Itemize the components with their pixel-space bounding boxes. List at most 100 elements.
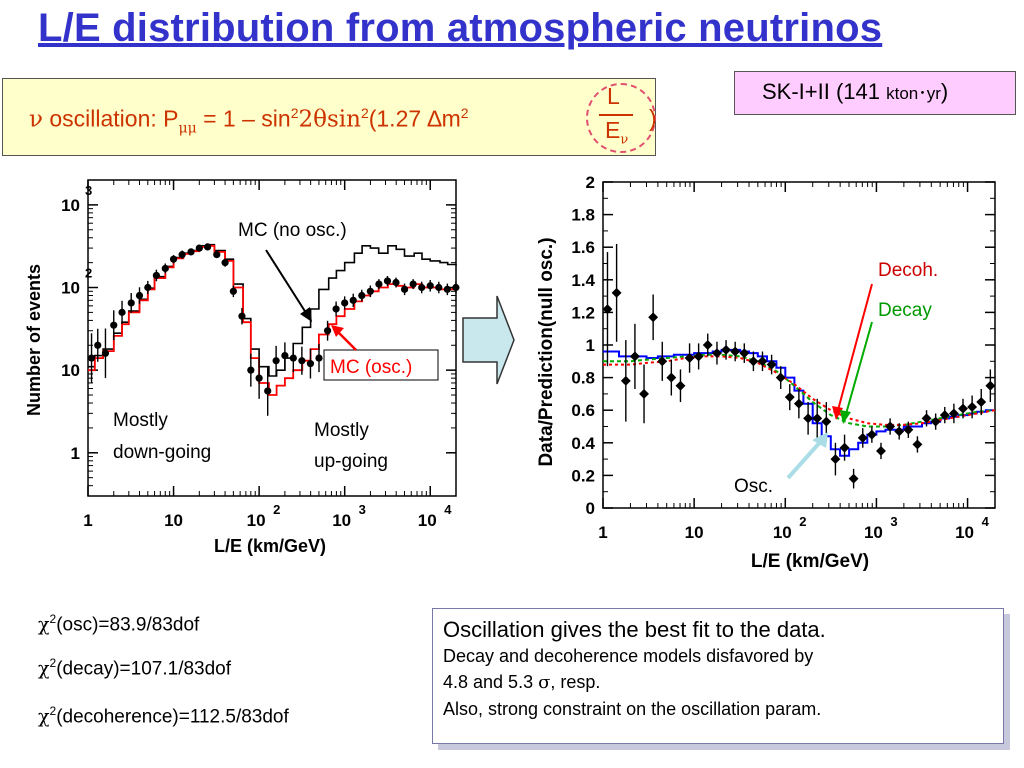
chi2-decoherence: χ2(decoherence)=112.5/83dof (38, 704, 289, 728)
annotation-mc-osc: MC (osc.) (330, 357, 412, 378)
x-tick-label: 10 (864, 523, 883, 542)
y-tick-label: 0.8 (571, 369, 595, 388)
chi-symbol: χ (38, 657, 50, 680)
data-point (657, 356, 668, 367)
chi-symbol: χ (38, 613, 50, 636)
nu-symbol: ν (29, 106, 43, 133)
data-point (921, 413, 932, 424)
data-point (238, 312, 246, 320)
x-tick-exponent: 4 (444, 502, 452, 517)
fraction-den-e: E (605, 117, 621, 143)
formula-sub-mumu: μμ (178, 120, 197, 137)
data-point (135, 291, 144, 300)
data-point (392, 278, 400, 287)
dataset-label-box: SK-I+II (141 kton･yr) (734, 71, 1016, 115)
data-point (127, 299, 135, 307)
data-point (375, 280, 383, 288)
conclusion-text: 4.8 and 5.3 (443, 672, 539, 692)
y-tick-label: 0 (586, 499, 595, 518)
formula-sup: 2 (290, 105, 299, 121)
data-point (803, 413, 814, 424)
x-tick-label: 10 (418, 511, 437, 530)
osc-arrowhead (812, 432, 828, 448)
annotation-mc-osc-box (323, 349, 439, 381)
conclusion-line: 4.8 and 5.3 σ, resp. (443, 669, 993, 696)
annotation-mostly-up: Mostly (314, 420, 369, 441)
data-point (204, 243, 212, 251)
decoherence-fit-line (603, 355, 996, 426)
data-point (298, 357, 306, 365)
data-point (712, 348, 722, 359)
sigma-symbol: σ (538, 672, 551, 693)
annotation-down-going: down-going (113, 442, 211, 463)
data-point (702, 340, 713, 350)
data-point (281, 352, 289, 360)
x-tick-exponent: 4 (982, 514, 990, 529)
data-point (289, 354, 297, 362)
data-point (169, 255, 178, 263)
osc-arrow-line (786, 438, 824, 480)
data-point (757, 356, 768, 367)
fraction-bar (599, 114, 633, 116)
data-point (366, 287, 374, 295)
data-point (839, 442, 850, 453)
data-point (272, 357, 280, 365)
data-point (693, 351, 704, 362)
data-point (247, 366, 255, 374)
data-point (912, 439, 923, 450)
chi2-decay: χ2(decay)=107.1/83dof (38, 656, 231, 680)
data-point (94, 341, 102, 349)
data-point (332, 305, 340, 313)
data-point (739, 348, 750, 359)
data-point (161, 264, 169, 273)
x-tick-label: 10 (332, 511, 351, 530)
x-tick-label: 10 (955, 523, 974, 542)
chi2-osc: χ2(osc)=83.9/83dof (38, 612, 199, 636)
data-point (315, 354, 323, 362)
data-point (821, 416, 832, 427)
data-point (409, 280, 417, 288)
data-point (948, 408, 959, 419)
y-tick-label: 0.4 (571, 434, 595, 453)
data-point (848, 473, 859, 484)
decoh-arrow-line (837, 283, 873, 411)
y-axis-label: Number of events (24, 264, 44, 416)
formula-paren: (1.27 ∆m (368, 105, 461, 132)
data-point (967, 401, 978, 412)
x-tick-exponent: 3 (359, 502, 366, 517)
dataset-unit: kton･yr (886, 84, 941, 103)
data-point (349, 296, 357, 304)
x-tick-exponent: 2 (273, 502, 280, 517)
data-point (857, 432, 868, 443)
y-tick-label: 10 (61, 196, 80, 215)
right-arrow-icon (462, 295, 515, 385)
y-axis-label: Data/Prediction(null osc.) (536, 237, 557, 466)
left-chart-frame (87, 179, 457, 497)
decay-arrowhead (840, 410, 851, 424)
data-point (894, 426, 905, 437)
y-tick-label: 1.8 (571, 206, 595, 225)
y-tick-label: 10 (61, 361, 80, 380)
dataset-label: SK-I+II (141 (762, 79, 887, 104)
left-plot: 1 10 10 2 10 3 10 4 1 10 10 2 10 3 L/E (km/GeV) Number … (24, 179, 460, 556)
decay-fit-line (603, 353, 996, 428)
chi-sup: 2 (49, 612, 57, 626)
data-point (939, 410, 950, 421)
data-point (675, 380, 686, 391)
data-point (620, 375, 631, 386)
data-point (221, 259, 229, 267)
y-tick-label: 0.2 (571, 466, 595, 485)
x-tick-label: 10 (164, 511, 183, 530)
data-point (400, 285, 409, 293)
data-point (684, 353, 695, 363)
chi-sup: 2 (49, 656, 57, 670)
formula-close-paren: ) (649, 105, 657, 131)
data-point (306, 360, 315, 368)
y-tick-exponent: 3 (85, 183, 92, 198)
chi-sup: 2 (49, 704, 57, 718)
fraction-numerator: L (607, 83, 620, 109)
data-point (775, 372, 786, 383)
data-point (602, 304, 613, 315)
data-point (144, 283, 152, 292)
x-tick-exponent: 2 (799, 514, 806, 529)
